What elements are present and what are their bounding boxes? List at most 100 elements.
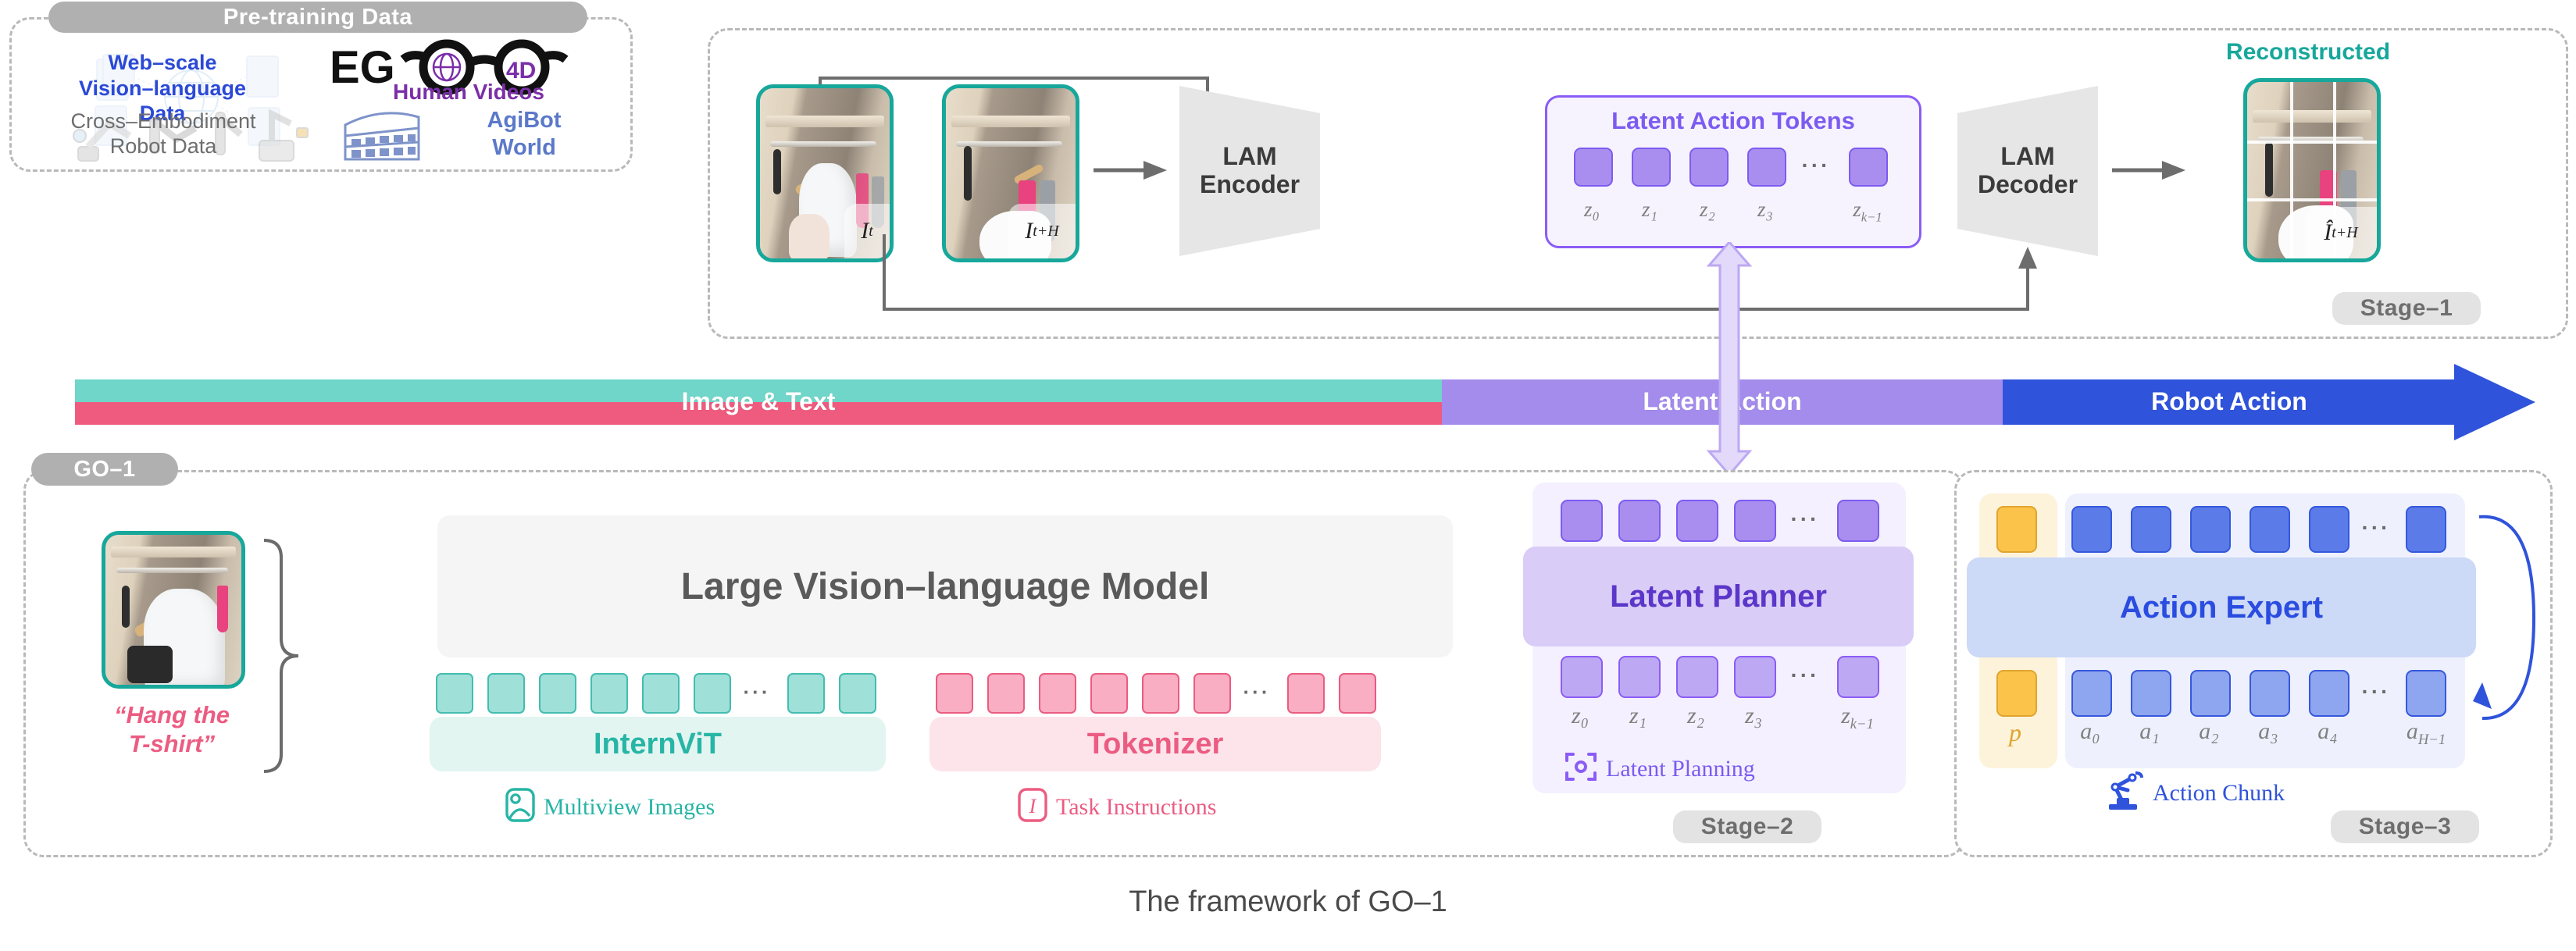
- task-instructions-label: Task Instructions: [1056, 793, 1217, 820]
- text-token: [987, 673, 1025, 714]
- action-input-token: [2071, 506, 2112, 553]
- vision-token: [642, 673, 680, 714]
- planner-output-token: [1676, 656, 1718, 698]
- action-token-label: a₂: [2199, 718, 2219, 744]
- stage1-decoder-feedback: [883, 234, 2037, 311]
- action-output-token: [2250, 670, 2290, 717]
- action-input-token: [2190, 506, 2231, 553]
- lam-encoder-block: LAM Encoder: [1179, 86, 1320, 256]
- pretraining-item-ego4d-label: Human Videos: [393, 80, 544, 104]
- pipeline-segment-image-text-top: [75, 379, 1442, 402]
- latent-action-tokens-card: Latent Action Tokens ··· z₀ z₁ z₂ z₃ zk−…: [1545, 95, 1921, 248]
- action-token-label: a₀: [2080, 718, 2100, 744]
- latent-planning-label: Latent Planning: [1606, 755, 1755, 782]
- task-instructions-icon: I: [1017, 787, 1048, 827]
- planner-input-token: [1676, 500, 1718, 542]
- action-input-token: [2309, 506, 2349, 553]
- multiview-images-legend: Multiview Images: [505, 787, 715, 827]
- stage1-tag: Stage–1: [2332, 292, 2481, 325]
- planner-input-ellipsis: ···: [1790, 507, 1820, 531]
- vision-token: [694, 673, 731, 714]
- svg-text:I: I: [1029, 795, 1037, 817]
- planner-output-token: [1618, 656, 1661, 698]
- latent-planning-legend: Latent Planning: [1564, 750, 1755, 788]
- pipeline-segment-image-text-bottom: [75, 402, 1442, 425]
- action-input-token: [2131, 506, 2171, 553]
- multiview-images-label: Multiview Images: [544, 793, 715, 820]
- planner-output-token: [1837, 656, 1879, 698]
- planner-token-label: z₁: [1629, 703, 1647, 728]
- pipeline-segment-robot-action: [2003, 379, 2456, 425]
- action-expert-label: Action Expert: [2119, 589, 2324, 625]
- action-token-label: a₁: [2139, 718, 2160, 744]
- pipeline-segment-robot-action-label: Robot Action: [2151, 387, 2307, 415]
- action-token-label: aH−1: [2406, 718, 2446, 748]
- text-token: [1339, 673, 1376, 714]
- action-output-ellipsis: ···: [2361, 679, 2391, 703]
- ego4d-logo: EG 4D: [328, 39, 609, 95]
- stage1-arrow-to-reconstructed: [2112, 161, 2185, 180]
- vision-token-ellipsis: ···: [743, 679, 771, 703]
- action-input-token: [2250, 506, 2290, 553]
- planner-output-token: [1734, 656, 1776, 698]
- latent-token: [1689, 148, 1729, 187]
- vision-token: [487, 673, 525, 714]
- planner-token-label: z₂: [1686, 703, 1705, 728]
- go1-brace: [263, 539, 299, 773]
- planner-output-ellipsis: ···: [1790, 663, 1820, 687]
- proprio-output-token: [1996, 670, 2037, 717]
- planner-output-token: [1561, 656, 1603, 698]
- svg-text:EG: EG: [330, 42, 395, 93]
- task-instructions-legend: I Task Instructions: [1017, 787, 1216, 827]
- action-output-token: [2190, 670, 2231, 717]
- action-expert-box: Action Expert: [1967, 557, 2476, 657]
- latent-token-label: zk−1: [1853, 198, 1882, 225]
- planner-input-token: [1618, 500, 1661, 542]
- action-chunk-legend: Action Chunk: [2101, 770, 2285, 816]
- pretraining-item-web-scale-label: Web–scale Vision–language Data: [78, 50, 247, 126]
- proprio-label: p: [2009, 718, 2021, 746]
- agibot-colosseum-icon: [339, 105, 425, 162]
- go1-input-image: [102, 531, 245, 689]
- latent-token-label: z₂: [1700, 198, 1715, 221]
- lam-decoder-block: LAM Decoder: [1957, 86, 2098, 256]
- pretraining-item-cross-embodiment: Cross–Embodiment Robot Data: [11, 103, 316, 164]
- cross-embodiment-illustration: [62, 105, 320, 166]
- pretraining-data-tag: Pre-training Data: [48, 2, 587, 33]
- latent-token: [1632, 148, 1671, 187]
- latent-token-label: z₃: [1757, 198, 1773, 221]
- action-token-label: a₄: [2317, 718, 2338, 744]
- latent-planner-label: Latent Planner: [1610, 579, 1827, 614]
- pipeline-arrow: Image & Text Latent Action Robot Action: [75, 364, 2535, 440]
- text-token: [1039, 673, 1076, 714]
- go1-instruction-text: “Hang the T-shirt”: [113, 700, 230, 757]
- figure-caption: The framework of GO–1: [1129, 885, 1447, 918]
- latent-token-label: z₁: [1642, 198, 1657, 221]
- planner-input-token: [1837, 500, 1879, 542]
- tokenizer-box: Tokenizer: [929, 717, 1381, 771]
- planner-token-label: z₀: [1571, 703, 1589, 728]
- tokenizer-label: Tokenizer: [1086, 727, 1224, 760]
- stage1-arrow-to-encoder: [1094, 161, 1167, 180]
- planner-token-label: z₃: [1744, 703, 1763, 728]
- planner-token-label: zk−1: [1841, 703, 1874, 732]
- vision-token: [590, 673, 628, 714]
- action-output-token: [2406, 670, 2446, 717]
- latent-action-bidirectional-arrow: [1706, 242, 1753, 475]
- action-output-token: [2309, 670, 2349, 717]
- pretraining-item-cross-embodiment-label: Cross–Embodiment Robot Data: [70, 109, 256, 158]
- action-input-token: [2406, 506, 2446, 553]
- large-vision-language-model-box: Large Vision–language Model: [437, 515, 1453, 657]
- vision-token: [436, 673, 473, 714]
- action-input-ellipsis: ···: [2361, 515, 2391, 540]
- planner-input-token: [1561, 500, 1603, 542]
- svg-text:4D: 4D: [506, 58, 536, 84]
- proprio-token: [1996, 506, 2037, 553]
- text-token: [1142, 673, 1179, 714]
- vision-token: [787, 673, 825, 714]
- reconstructed-title: Reconstructed: [2225, 39, 2391, 65]
- text-token-ellipsis: ···: [1243, 679, 1271, 703]
- go1-tag: GO–1: [31, 453, 178, 486]
